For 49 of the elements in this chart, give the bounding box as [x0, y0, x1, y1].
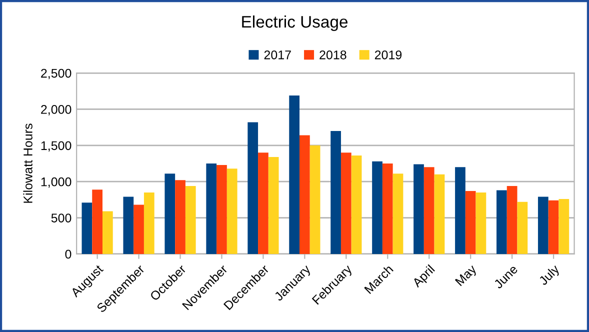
legend-label: 2019	[374, 50, 402, 60]
bar	[465, 191, 476, 254]
bar	[310, 145, 320, 254]
bar	[175, 180, 186, 254]
bar	[351, 156, 362, 254]
bar	[558, 198, 570, 254]
x-tick-label: May	[454, 264, 479, 288]
bar	[330, 130, 341, 254]
bar	[538, 196, 548, 254]
bar	[496, 190, 507, 254]
y-tick-label: 2,000	[41, 105, 72, 116]
bar	[268, 156, 279, 254]
bar	[164, 174, 176, 254]
bar	[455, 167, 466, 254]
bar	[206, 164, 217, 254]
bar	[476, 192, 486, 254]
bar	[144, 192, 154, 254]
bar	[548, 200, 559, 254]
bar	[289, 95, 300, 254]
y-axis-title: Kilowatt Hours	[23, 124, 32, 203]
bar	[123, 196, 134, 254]
bar	[185, 186, 196, 254]
bar	[340, 152, 352, 254]
bar	[392, 174, 404, 254]
bar	[248, 122, 258, 254]
bar	[372, 161, 382, 254]
y-tick-label: 1,500	[41, 141, 72, 152]
y-tick-label: 0	[65, 250, 72, 259]
bar	[424, 167, 434, 254]
bar	[134, 204, 144, 254]
bar	[258, 152, 268, 254]
y-tick-label: 1,000	[41, 177, 72, 188]
bar	[92, 190, 102, 254]
bar	[300, 135, 310, 254]
bar	[517, 202, 528, 254]
legend-label: 2018	[320, 50, 346, 60]
bar	[82, 202, 92, 254]
chart-title: Electric Usage	[242, 15, 348, 32]
y-tick-label: 500	[51, 214, 72, 222]
bar	[226, 168, 238, 254]
y-tick-label: 2,500	[41, 68, 72, 80]
bar	[506, 186, 518, 254]
bar	[216, 164, 227, 254]
bar	[414, 164, 424, 254]
bar	[434, 174, 445, 254]
x-tick-label: July	[538, 264, 562, 288]
legend-label: 2017	[264, 50, 291, 60]
bar	[102, 211, 113, 254]
bar	[382, 164, 393, 254]
